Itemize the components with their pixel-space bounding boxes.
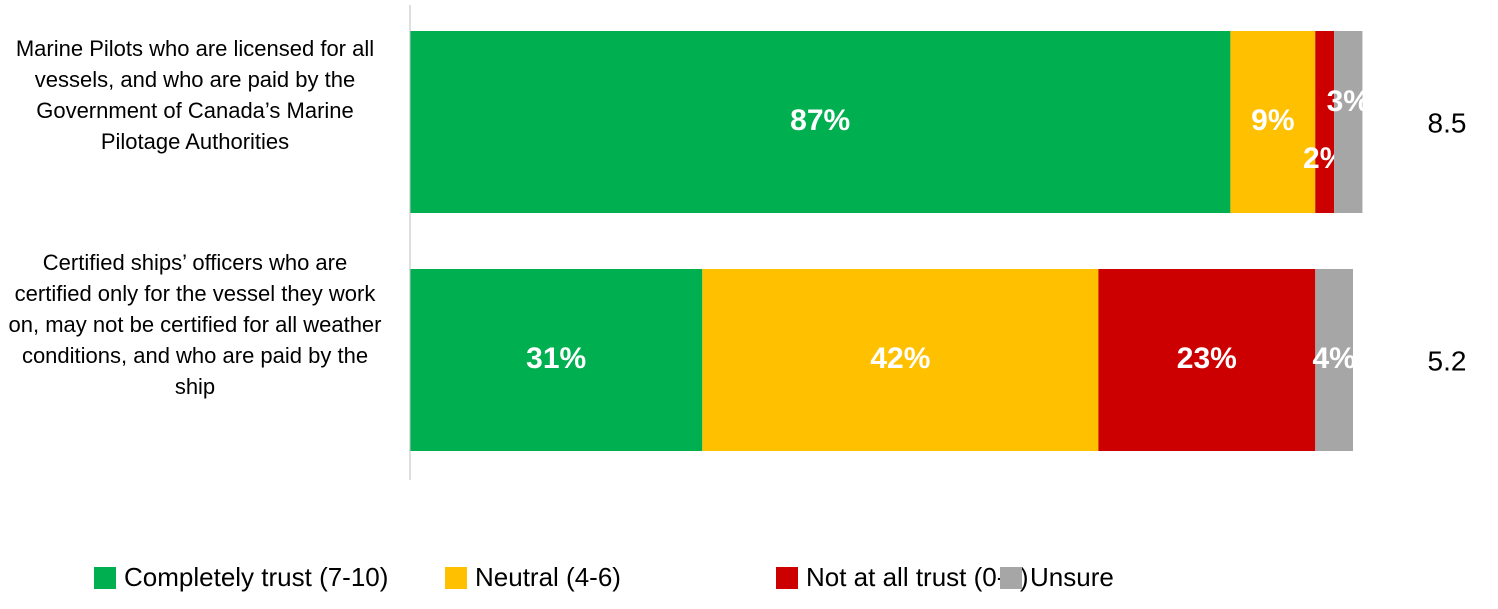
bar-segment [702, 269, 1099, 451]
legend-label: Completely trust (7-10) [124, 562, 388, 592]
legend-label: Unsure [1030, 562, 1114, 592]
bar-segment [1315, 31, 1335, 213]
bar-segment [1334, 31, 1363, 213]
legend-label: Not at all trust (0-3) [806, 562, 1029, 592]
bar-segment [410, 31, 1231, 213]
legend-swatch [1000, 567, 1022, 589]
legend-swatch [776, 567, 798, 589]
mean-score: 5.2 [1428, 345, 1467, 376]
data-label: 87% [790, 104, 850, 137]
data-label: 4% [1312, 342, 1355, 375]
legend-swatch [94, 567, 116, 589]
data-label: 42% [870, 342, 930, 375]
mean-score: 8.5 [1428, 107, 1467, 138]
data-label: 31% [526, 342, 586, 375]
data-label: 9% [1251, 104, 1294, 137]
bar-segment [1230, 31, 1316, 213]
data-label: 3% [1327, 85, 1370, 118]
legend-label: Neutral (4-6) [475, 562, 621, 592]
legend-swatch [445, 567, 467, 589]
data-label: 23% [1177, 342, 1237, 375]
bar-segment [1098, 269, 1316, 451]
category-label: Marine Pilots who are licensed for all v… [15, 36, 375, 154]
bar-segment [410, 269, 703, 451]
bar-segment [1315, 269, 1353, 451]
category-label: Certified ships’ officers who are certif… [8, 250, 382, 399]
